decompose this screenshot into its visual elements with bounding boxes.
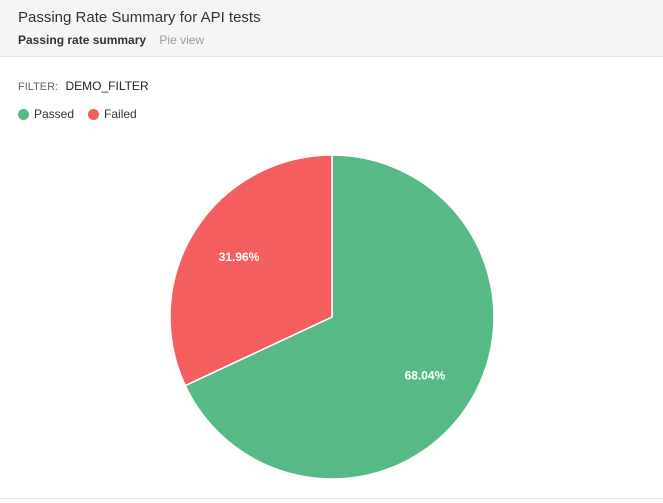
filter-value: DEMO_FILTER <box>65 79 149 93</box>
legend-dot-passed <box>18 108 29 120</box>
bottom-divider <box>0 498 663 499</box>
filter-row: FILTER: DEMO_FILTER <box>18 79 149 93</box>
widget-title: Passing Rate Summary for API tests <box>18 9 261 26</box>
legend-label-failed: Failed <box>104 107 137 121</box>
pie-chart: 68.04% 31.96% <box>169 154 495 480</box>
slice-label-passed: 68.04% <box>405 368 446 382</box>
legend-item-failed[interactable]: Failed <box>88 107 137 121</box>
pie-slice-passed[interactable] <box>184 154 495 480</box>
pie-slice-failed[interactable] <box>169 154 333 387</box>
filter-label: FILTER: <box>18 81 59 93</box>
legend-label-passed: Passed <box>34 107 75 121</box>
chart-legend: Passed Failed <box>18 107 151 121</box>
legend-item-passed[interactable]: Passed <box>18 107 74 121</box>
legend-dot-failed <box>88 108 100 120</box>
subtitle-row: Passing rate summary Pie view <box>18 33 204 47</box>
widget-header: Passing Rate Summary for API tests Passi… <box>0 0 663 57</box>
widget-subtitle: Passing rate summary <box>18 33 147 47</box>
view-type-label: Pie view <box>159 33 205 47</box>
slice-label-failed: 31.96% <box>219 250 260 264</box>
